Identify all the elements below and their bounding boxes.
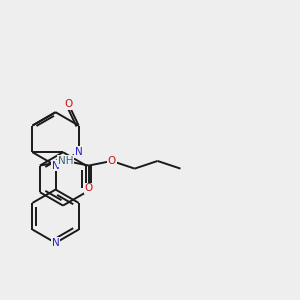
Text: O: O <box>64 99 73 110</box>
Text: N: N <box>52 238 59 248</box>
Text: N: N <box>52 160 59 171</box>
Text: N: N <box>75 147 83 157</box>
Text: O: O <box>85 184 93 194</box>
Text: NH: NH <box>58 156 74 166</box>
Text: O: O <box>108 156 116 166</box>
